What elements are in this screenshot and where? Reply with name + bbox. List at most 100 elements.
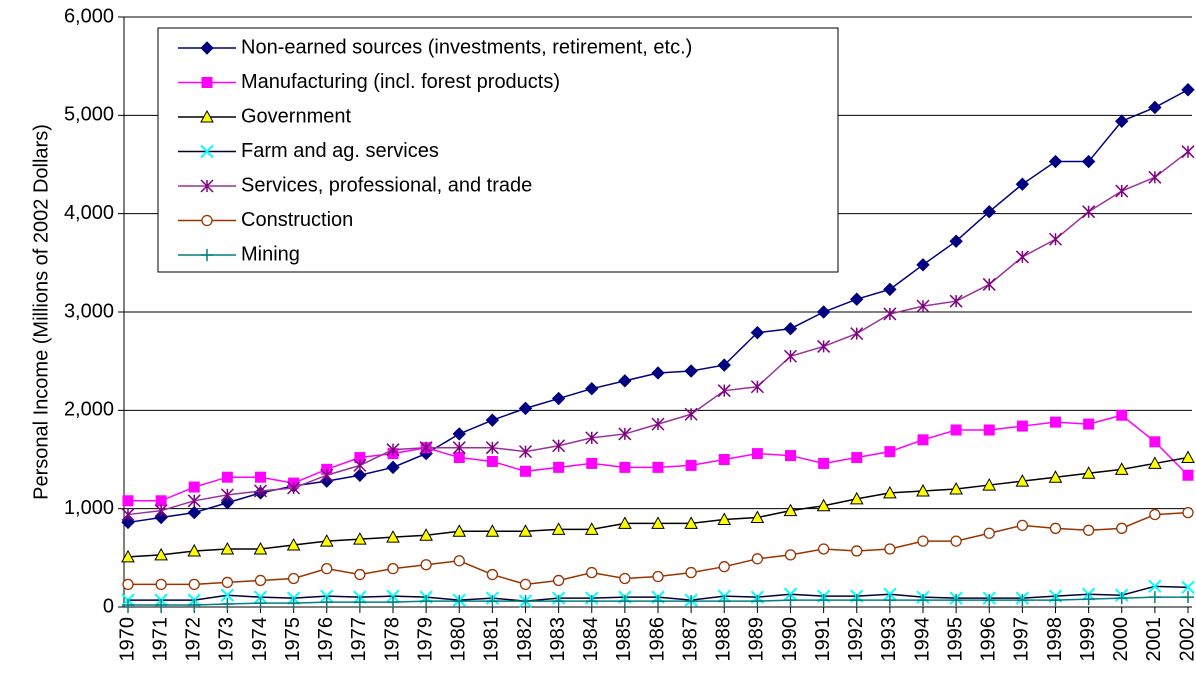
data-point: [618, 427, 632, 441]
data-point: [453, 595, 466, 608]
x-tick-label: 2000: [1110, 617, 1132, 662]
x-tick-label: 1993: [878, 617, 900, 662]
data-point: [187, 494, 201, 508]
x-tick-label: 1976: [315, 617, 337, 662]
data-point: [1114, 462, 1129, 475]
data-point: [1050, 416, 1061, 428]
x-tick-label: 1970: [116, 617, 138, 662]
data-point: [718, 595, 731, 608]
data-point: [420, 559, 432, 571]
data-point: [750, 380, 764, 394]
data-point: [1015, 250, 1029, 264]
legend-marker: [201, 249, 213, 261]
legend-marker: [200, 109, 214, 123]
data-point: [287, 572, 300, 585]
data-point: [718, 561, 730, 573]
data-point: [850, 327, 864, 341]
x-tick-label: 1982: [514, 617, 536, 662]
x-tick-label: 1980: [448, 617, 470, 662]
data-point: [684, 516, 698, 529]
legend-label: Government: [241, 105, 351, 127]
data-point: [685, 595, 698, 608]
data-point: [386, 443, 400, 457]
data-point: [122, 599, 134, 612]
data-point: [1049, 522, 1062, 534]
data-point: [1082, 593, 1095, 606]
data-point: [419, 528, 433, 541]
legend-marker: [201, 214, 213, 227]
x-tick-label: 1991: [812, 617, 834, 662]
data-point: [585, 595, 598, 608]
data-point: [783, 503, 798, 517]
data-point: [784, 594, 797, 607]
data-point: [883, 485, 897, 499]
data-point: [851, 545, 863, 557]
legend-marker: [200, 179, 214, 193]
x-tick-label: 1977: [348, 617, 370, 662]
x-tick-label: 1992: [845, 617, 867, 662]
y-axis-title: Personal Income (Millions of 2002 Dollar…: [30, 124, 52, 500]
data-point: [1116, 522, 1128, 534]
y-tick-label: 5,000: [64, 104, 114, 126]
data-point: [816, 498, 831, 512]
data-point: [982, 478, 997, 491]
data-point: [1182, 591, 1194, 604]
data-point: [486, 455, 498, 467]
data-point: [783, 349, 798, 363]
data-point: [387, 596, 399, 609]
data-point: [1148, 591, 1161, 604]
data-point: [751, 595, 764, 608]
data-point: [155, 599, 168, 612]
data-point: [982, 277, 996, 291]
data-point: [619, 572, 631, 585]
data-point: [121, 549, 135, 563]
x-tick-label: 1983: [547, 617, 569, 662]
data-point: [916, 258, 930, 272]
data-point: [320, 596, 333, 609]
data-point: [518, 445, 533, 459]
data-point: [188, 481, 200, 493]
y-tick-label: 6,000: [64, 5, 114, 27]
data-point: [816, 305, 831, 319]
data-point: [751, 448, 763, 460]
data-point: [983, 594, 996, 607]
data-point: [354, 568, 366, 581]
data-point: [188, 599, 201, 612]
data-point: [651, 366, 665, 380]
data-point: [949, 234, 963, 248]
data-point: [1081, 466, 1096, 479]
data-point: [486, 568, 499, 581]
data-point: [586, 566, 598, 579]
x-tick-label: 1979: [414, 617, 436, 662]
data-point: [353, 468, 367, 482]
data-point: [386, 530, 400, 543]
data-point: [1016, 420, 1028, 432]
data-point: [618, 374, 632, 388]
x-tick-label: 1981: [481, 617, 503, 662]
data-point: [155, 495, 167, 507]
x-tick-label: 1994: [911, 617, 933, 662]
data-point: [652, 570, 664, 583]
data-point: [386, 460, 400, 475]
data-point: [154, 504, 168, 518]
data-point: [783, 322, 798, 336]
y-tick-label: 4,000: [64, 202, 114, 224]
data-point: [420, 595, 433, 608]
data-point: [453, 452, 465, 464]
data-point: [221, 576, 234, 589]
data-point: [950, 535, 962, 547]
data-point: [188, 578, 200, 591]
x-tick-label: 1984: [580, 617, 602, 662]
data-point: [652, 461, 664, 473]
data-point: [254, 574, 267, 587]
data-point: [884, 446, 896, 458]
legend-label: Mining: [241, 243, 300, 265]
data-point: [850, 594, 863, 607]
data-point: [585, 381, 599, 396]
data-point: [717, 384, 731, 398]
legend-label: Non-earned sources (investments, retirem…: [241, 36, 692, 58]
data-point: [750, 325, 765, 340]
data-point: [122, 495, 134, 507]
x-tick-label: 1973: [216, 617, 238, 662]
data-point: [1115, 184, 1129, 198]
